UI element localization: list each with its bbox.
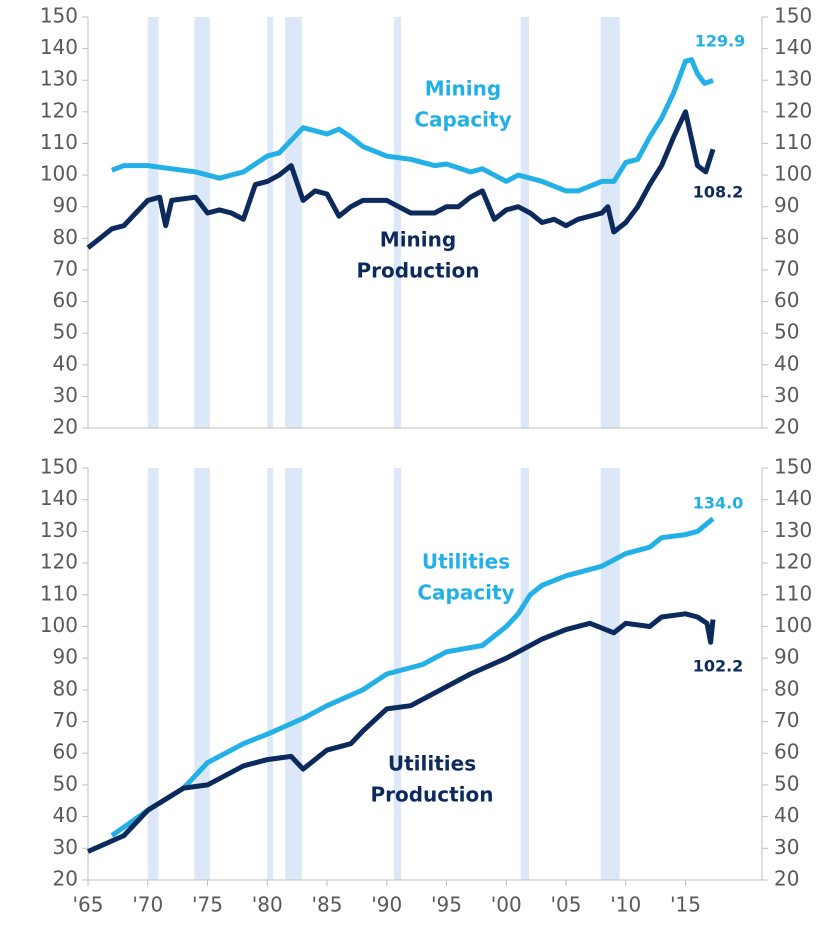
y2-tick-label: 40 <box>774 351 799 375</box>
y-tick-label: 120 <box>40 550 78 574</box>
y2-tick-label: 30 <box>774 383 799 407</box>
y-tick-label: 20 <box>53 867 78 891</box>
series-label: Capacity <box>414 108 511 132</box>
recession-band <box>147 468 159 880</box>
y2-tick-label: 150 <box>774 455 812 479</box>
x-tick-label: '00 <box>491 893 522 917</box>
y2-tick-label: 120 <box>774 550 812 574</box>
end-label: 108.2 <box>693 183 744 202</box>
y2-tick-label: 140 <box>774 35 812 59</box>
y2-tick-label: 70 <box>774 256 799 280</box>
series-label: Mining <box>425 77 501 101</box>
y2-tick-label: 20 <box>774 867 799 891</box>
recession-band <box>393 468 402 880</box>
recession-band <box>285 17 302 428</box>
y2-tick-label: 20 <box>774 415 799 439</box>
y-tick-label: 110 <box>40 581 78 605</box>
y-tick-label: 80 <box>53 225 78 249</box>
y2-tick-label: 100 <box>774 162 812 186</box>
y2-tick-label: 130 <box>774 518 812 542</box>
y2-tick-label: 40 <box>774 803 799 827</box>
y2-tick-label: 150 <box>774 4 812 28</box>
y2-tick-label: 50 <box>774 771 799 795</box>
y-tick-label: 90 <box>53 193 78 217</box>
y2-tick-label: 30 <box>774 835 799 859</box>
y2-tick-label: 100 <box>774 613 812 637</box>
recession-band <box>194 468 210 880</box>
series-label: Mining <box>380 228 456 252</box>
series-line <box>110 516 715 838</box>
y-tick-label: 60 <box>53 740 78 764</box>
x-tick-label: '95 <box>431 893 462 917</box>
recession-band <box>285 468 302 880</box>
recession-band <box>520 468 529 880</box>
y-tick-label: 40 <box>53 803 78 827</box>
end-label: 134.0 <box>693 494 744 513</box>
recession-band <box>520 17 529 428</box>
y-tick-label: 150 <box>40 455 78 479</box>
series-label: Capacity <box>417 581 514 605</box>
recession-band <box>267 468 274 880</box>
y-tick-label: 30 <box>53 383 78 407</box>
y2-tick-label: 140 <box>774 486 812 510</box>
y-tick-label: 100 <box>40 613 78 637</box>
y2-tick-label: 90 <box>774 645 799 669</box>
y2-tick-label: 60 <box>774 288 799 312</box>
y-tick-label: 20 <box>53 415 78 439</box>
y-tick-label: 120 <box>40 98 78 122</box>
recession-band <box>194 17 210 428</box>
x-tick-label: '15 <box>670 893 701 917</box>
y-tick-label: 40 <box>53 351 78 375</box>
x-tick-label: '80 <box>252 893 283 917</box>
series-line <box>110 57 714 194</box>
recession-band <box>267 17 274 428</box>
series-label: Production <box>370 783 493 807</box>
recession-band <box>393 17 402 428</box>
y2-tick-label: 120 <box>774 98 812 122</box>
end-label: 129.9 <box>695 32 746 51</box>
y2-tick-label: 110 <box>774 581 812 605</box>
x-tick-label: '90 <box>371 893 402 917</box>
series-line <box>86 109 716 250</box>
y-tick-label: 50 <box>53 320 78 344</box>
y2-tick-label: 50 <box>774 320 799 344</box>
y2-tick-label: 130 <box>774 67 812 91</box>
x-tick-label: '75 <box>192 893 223 917</box>
series-line <box>86 611 716 854</box>
y-tick-label: 140 <box>40 486 78 510</box>
y-tick-label: 150 <box>40 4 78 28</box>
y-tick-label: 140 <box>40 35 78 59</box>
y-tick-label: 100 <box>40 162 78 186</box>
y-tick-label: 30 <box>53 835 78 859</box>
y-tick-label: 80 <box>53 676 78 700</box>
y2-tick-label: 90 <box>774 193 799 217</box>
y2-tick-label: 70 <box>774 708 799 732</box>
y-tick-label: 50 <box>53 771 78 795</box>
y-tick-label: 70 <box>53 256 78 280</box>
y-tick-label: 110 <box>40 130 78 154</box>
end-label: 102.2 <box>693 657 744 676</box>
y2-tick-label: 60 <box>774 740 799 764</box>
x-tick-label: '10 <box>610 893 641 917</box>
y2-tick-label: 80 <box>774 225 799 249</box>
y2-tick-label: 110 <box>774 130 812 154</box>
recession-band <box>600 468 620 880</box>
y-tick-label: 130 <box>40 518 78 542</box>
series-label: Production <box>356 259 479 283</box>
series-label: Utilities <box>388 752 476 776</box>
y-tick-label: 130 <box>40 67 78 91</box>
x-tick-label: '65 <box>73 893 104 917</box>
x-tick-label: '85 <box>312 893 343 917</box>
recession-band <box>147 17 159 428</box>
y2-tick-label: 80 <box>774 676 799 700</box>
x-tick-label: '05 <box>551 893 582 917</box>
y-tick-label: 90 <box>53 645 78 669</box>
x-tick-label: '70 <box>132 893 163 917</box>
y-tick-label: 60 <box>53 288 78 312</box>
y-tick-label: 70 <box>53 708 78 732</box>
series-label: Utilities <box>422 550 510 574</box>
